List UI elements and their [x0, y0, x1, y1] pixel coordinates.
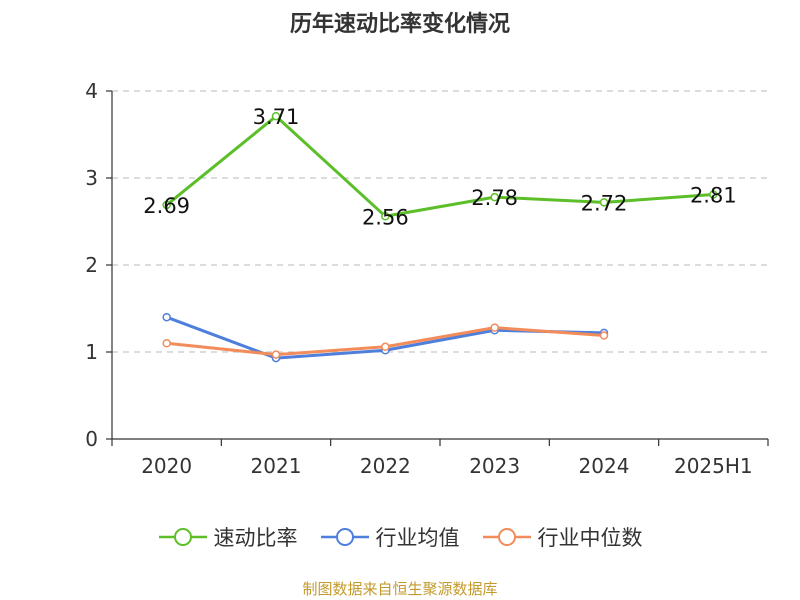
y-tick-label: 4	[85, 79, 98, 103]
y-tick-label: 0	[85, 427, 98, 451]
data-point	[599, 331, 609, 340]
legend-item[interactable]: 行业均值	[320, 522, 460, 552]
data-point	[381, 212, 390, 221]
axes: 0 1 2 3 4 2020 2021 2022 2023 2024 2025H1	[85, 79, 769, 478]
data-point	[381, 342, 390, 352]
x-tick-label: 2020	[141, 454, 192, 478]
data-point	[162, 312, 171, 322]
y-tick-label: 3	[85, 166, 98, 190]
legend: 速动比率 行业均值 行业中位数	[0, 520, 800, 554]
series-line-0	[165, 114, 714, 218]
data-label: 2.69	[143, 194, 190, 218]
series-lines	[162, 111, 718, 363]
data-point	[271, 111, 281, 121]
legend-label: 行业中位数	[537, 526, 643, 550]
source-note: 制图数据来自恒生聚源数据库	[302, 580, 498, 598]
data-point	[162, 200, 171, 210]
legend-label: 行业均值	[375, 526, 460, 550]
y-tick-label: 2	[85, 253, 98, 277]
legend-label: 速动比率	[213, 526, 298, 550]
data-label: 2.78	[471, 186, 518, 210]
data-point	[490, 323, 499, 332]
data-labels: 2.69 3.71 2.56 2.78 2.72 2.81	[143, 105, 736, 229]
y-tick-label: 1	[85, 340, 98, 364]
data-point	[599, 198, 609, 207]
data-point	[709, 190, 718, 199]
legend-swatch-icon	[320, 528, 369, 546]
data-label: 3.71	[253, 105, 300, 129]
data-point	[490, 192, 499, 202]
data-label: 2.56	[362, 205, 409, 229]
data-point	[162, 339, 171, 348]
x-tick-label: 2021	[251, 454, 302, 478]
x-tick-label: 2025H1	[674, 454, 753, 478]
x-tick-label: 2024	[579, 454, 630, 478]
chart-title: 历年速动比率变化情况	[289, 12, 510, 37]
legend-swatch-icon	[158, 528, 207, 546]
legend-item[interactable]: 速动比率	[158, 522, 298, 552]
data-label: 2.72	[581, 191, 628, 215]
legend-item[interactable]: 行业中位数	[482, 522, 643, 552]
x-tick-label: 2022	[360, 454, 411, 478]
x-tick-label: 2023	[469, 454, 520, 478]
legend-swatch-icon	[482, 528, 531, 546]
data-label: 2.81	[690, 184, 737, 208]
grid-lines	[112, 90, 768, 353]
data-point	[271, 350, 281, 359]
